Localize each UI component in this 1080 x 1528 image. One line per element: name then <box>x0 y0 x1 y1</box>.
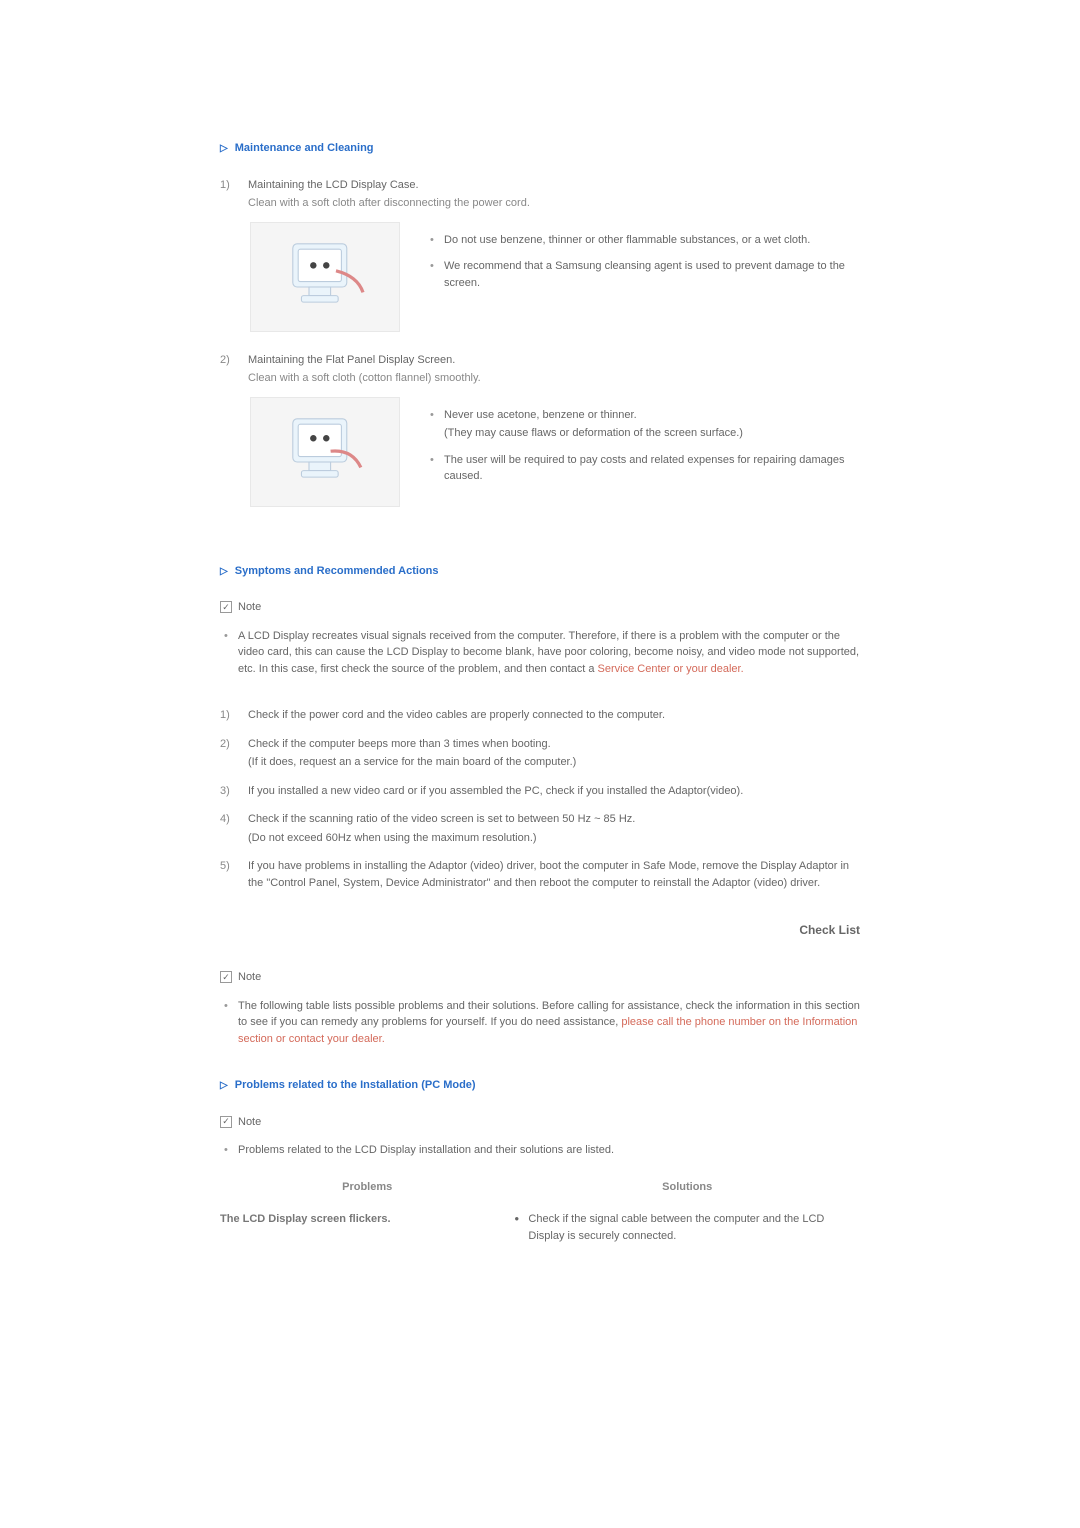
col-solutions: Solutions <box>514 1179 860 1196</box>
item-title: Maintaining the Flat Panel Display Scree… <box>248 352 860 369</box>
maint-bullets-2: Never use acetone, benzene or thinner. (… <box>430 407 860 495</box>
step-text: If you installed a new video card or if … <box>248 783 860 800</box>
item-content: Maintaining the Flat Panel Display Scree… <box>248 352 860 387</box>
solution-item: Check if the signal cable between the co… <box>514 1211 860 1244</box>
step-num: 5) <box>220 858 234 891</box>
note-row: ✓ Note <box>220 599 860 616</box>
bullet-text: Do not use benzene, thinner or other fla… <box>444 234 810 246</box>
maint-image-row-1: Do not use benzene, thinner or other fla… <box>250 222 860 332</box>
step-item: 2) Check if the computer beeps more than… <box>220 736 860 771</box>
item-content: Maintaining the LCD Display Case. Clean … <box>248 177 860 212</box>
check-list-title: Check List <box>220 921 860 939</box>
bullet-item: Do not use benzene, thinner or other fla… <box>430 232 860 249</box>
bullet-text: The user will be required to pay costs a… <box>444 454 845 483</box>
bullet-item: Never use acetone, benzene or thinner. (… <box>430 407 860 442</box>
bullet-text: We recommend that a Samsung cleansing ag… <box>444 260 845 289</box>
problem-cell: The LCD Display screen flickers. <box>220 1211 514 1250</box>
step-num: 1) <box>220 707 234 724</box>
symptoms-note-para: A LCD Display recreates visual signals r… <box>220 628 860 678</box>
step-item: 4) Check if the scanning ratio of the vi… <box>220 811 860 846</box>
step-text: Check if the power cord and the video ca… <box>248 707 860 724</box>
chevron-icon: ▷ <box>220 143 228 154</box>
symptoms-steps: 1) Check if the power cord and the video… <box>220 707 860 891</box>
heading-text: Maintenance and Cleaning <box>235 142 374 154</box>
note-label: Note <box>238 599 261 616</box>
step-text: Check if the scanning ratio of the video… <box>248 811 860 846</box>
col-problems: Problems <box>220 1179 514 1196</box>
maint-bullets-1: Do not use benzene, thinner or other fla… <box>430 232 860 302</box>
item-sub: Clean with a soft cloth (cotton flannel)… <box>248 370 860 387</box>
note-row: ✓ Note <box>220 1114 860 1131</box>
cleaning-illustration-2 <box>250 397 400 507</box>
step-text: If you have problems in installing the A… <box>248 858 860 891</box>
table-row: The LCD Display screen flickers. Check i… <box>220 1211 860 1250</box>
heading-text: Problems related to the Installation (PC… <box>235 1079 476 1091</box>
heading-text: Symptoms and Recommended Actions <box>235 565 439 577</box>
checkbox-icon: ✓ <box>220 971 232 983</box>
problems-table-header: Problems Solutions <box>220 1179 860 1196</box>
note-label: Note <box>238 1114 261 1131</box>
bullet-text: Never use acetone, benzene or thinner. <box>444 409 637 421</box>
service-center-link[interactable]: Service Center or your dealer. <box>598 663 744 675</box>
step-item: 5) If you have problems in installing th… <box>220 858 860 891</box>
checkbox-icon: ✓ <box>220 1116 232 1128</box>
solution-text: Check if the signal cable between the co… <box>528 1213 824 1242</box>
note-label: Note <box>238 969 261 986</box>
item-title: Maintaining the LCD Display Case. <box>248 177 860 194</box>
checklist-note-para: The following table lists possible probl… <box>220 998 860 1048</box>
bullet-item: The user will be required to pay costs a… <box>430 452 860 485</box>
step-sub: (If it does, request an a service for th… <box>248 754 860 771</box>
maint-item-1: 1) Maintaining the LCD Display Case. Cle… <box>220 177 860 212</box>
step-sub: (Do not exceed 60Hz when using the maxim… <box>248 830 860 847</box>
note-text: Problems related to the LCD Display inst… <box>238 1144 614 1156</box>
solution-list: Check if the signal cable between the co… <box>514 1211 860 1244</box>
maint-item-2: 2) Maintaining the Flat Panel Display Sc… <box>220 352 860 387</box>
item-sub: Clean with a soft cloth after disconnect… <box>248 195 860 212</box>
step-item: 1) Check if the power cord and the video… <box>220 707 860 724</box>
step-num: 4) <box>220 811 234 846</box>
problems-pc-note: Problems related to the LCD Display inst… <box>220 1142 860 1159</box>
step-item: 3) If you installed a new video card or … <box>220 783 860 800</box>
step-main: Check if the scanning ratio of the video… <box>248 813 635 825</box>
checkbox-icon: ✓ <box>220 601 232 613</box>
item-number: 2) <box>220 352 234 387</box>
step-text: Check if the computer beeps more than 3 … <box>248 736 860 771</box>
step-num: 3) <box>220 783 234 800</box>
cleaning-illustration-1 <box>250 222 400 332</box>
note-text: A LCD Display recreates visual signals r… <box>238 630 859 675</box>
solution-cell: Check if the signal cable between the co… <box>514 1211 860 1250</box>
bullet-item: We recommend that a Samsung cleansing ag… <box>430 258 860 291</box>
note-row: ✓ Note <box>220 969 860 986</box>
item-number: 1) <box>220 177 234 212</box>
section-heading-problems-pc: ▷ Problems related to the Installation (… <box>220 1077 860 1094</box>
step-num: 2) <box>220 736 234 771</box>
chevron-icon: ▷ <box>220 1080 228 1091</box>
section-heading-maintenance: ▷ Maintenance and Cleaning <box>220 140 860 157</box>
step-main: Check if the computer beeps more than 3 … <box>248 738 551 750</box>
maint-image-row-2: Never use acetone, benzene or thinner. (… <box>250 397 860 507</box>
bullet-sub: (They may cause flaws or deformation of … <box>444 425 860 442</box>
chevron-icon: ▷ <box>220 566 228 577</box>
section-heading-symptoms: ▷ Symptoms and Recommended Actions <box>220 563 860 580</box>
